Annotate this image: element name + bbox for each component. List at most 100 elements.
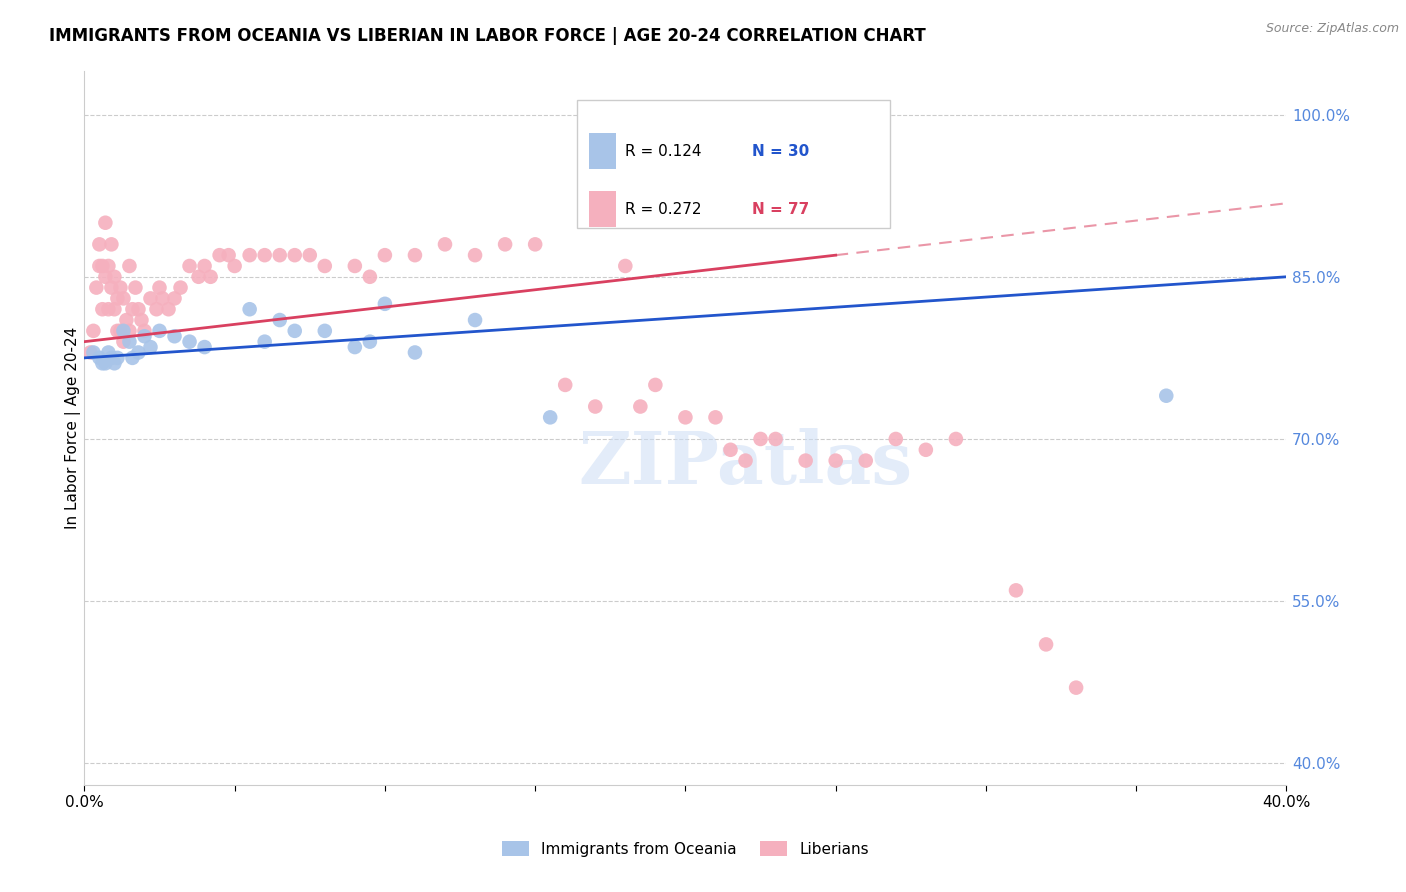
Point (298, 248, 321, 262)
Point (103, 269, 125, 284)
Point (163, 292, 186, 306)
Point (139, 292, 162, 306)
Point (359, 269, 381, 284)
Point (434, 237, 457, 252)
Point (107, 324, 129, 338)
Text: N = 30: N = 30 (752, 144, 808, 159)
Text: IMMIGRANTS FROM OCEANIA VS LIBERIAN IN LABOR FORCE | AGE 20-24 CORRELATION CHART: IMMIGRANTS FROM OCEANIA VS LIBERIAN IN L… (49, 27, 927, 45)
Bar (589, 134, 616, 169)
Point (464, 248, 486, 262)
Point (314, 259, 336, 273)
Point (163, 329, 186, 343)
Point (239, 302, 262, 317)
Point (97, 345, 120, 359)
Point (749, 432, 772, 446)
Point (82, 345, 104, 359)
Point (675, 410, 697, 425)
Text: R = 0.124: R = 0.124 (626, 144, 702, 159)
Point (94, 216, 117, 230)
Point (1156, 389, 1178, 403)
Y-axis label: In Labor Force | Age 20-24: In Labor Force | Age 20-24 (65, 327, 82, 529)
Point (794, 453, 817, 467)
Point (139, 340, 162, 354)
Point (100, 351, 122, 365)
Point (127, 345, 149, 359)
Point (148, 280, 170, 294)
Point (179, 334, 201, 349)
Point (374, 297, 396, 311)
Point (314, 324, 336, 338)
Point (79, 345, 101, 359)
Point (1035, 637, 1057, 651)
Point (89, 237, 111, 252)
Point (145, 302, 167, 317)
Point (187, 269, 209, 284)
Point (538, 410, 561, 425)
Point (720, 442, 742, 457)
Point (107, 351, 129, 365)
Point (82, 324, 104, 338)
Point (1005, 583, 1028, 598)
Point (157, 302, 180, 317)
Point (97, 259, 120, 273)
Point (284, 248, 307, 262)
Text: Source: ZipAtlas.com: Source: ZipAtlas.com (1265, 22, 1399, 36)
Point (115, 313, 138, 327)
Point (404, 248, 426, 262)
Point (494, 237, 516, 252)
Point (134, 329, 156, 343)
Point (86, 280, 108, 294)
Point (103, 356, 125, 370)
Point (91, 259, 114, 273)
Point (464, 313, 486, 327)
Point (121, 351, 143, 365)
Point (269, 313, 291, 327)
Point (121, 302, 143, 317)
Point (218, 248, 240, 262)
Point (284, 324, 307, 338)
Point (152, 292, 174, 306)
Point (524, 237, 547, 252)
Point (359, 334, 381, 349)
Point (554, 378, 576, 392)
Point (374, 248, 396, 262)
Text: N = 77: N = 77 (752, 202, 808, 217)
Point (127, 302, 149, 317)
Point (110, 280, 132, 294)
Point (148, 324, 170, 338)
Point (253, 334, 276, 349)
Point (884, 432, 907, 446)
Point (224, 259, 246, 273)
Point (343, 259, 366, 273)
Point (824, 453, 846, 467)
Legend: Immigrants from Oceania, Liberians: Immigrants from Oceania, Liberians (495, 835, 876, 863)
Point (112, 334, 135, 349)
Point (107, 292, 129, 306)
Point (112, 324, 135, 338)
Point (103, 302, 125, 317)
Point (118, 324, 141, 338)
Point (100, 280, 122, 294)
Point (945, 432, 967, 446)
Point (855, 453, 877, 467)
Point (343, 340, 366, 354)
Point (628, 400, 651, 414)
Point (239, 248, 262, 262)
Point (118, 259, 141, 273)
Point (97, 302, 120, 317)
Point (734, 453, 756, 467)
Point (704, 410, 727, 425)
Point (89, 351, 111, 365)
Point (253, 248, 276, 262)
Point (131, 313, 153, 327)
Point (94, 269, 117, 284)
Point (208, 248, 231, 262)
Point (91, 356, 114, 370)
Text: ZIPatlas: ZIPatlas (578, 428, 912, 500)
Point (169, 280, 191, 294)
Point (89, 259, 111, 273)
FancyBboxPatch shape (578, 100, 890, 228)
Point (614, 259, 637, 273)
Point (1064, 681, 1087, 695)
Point (194, 340, 217, 354)
